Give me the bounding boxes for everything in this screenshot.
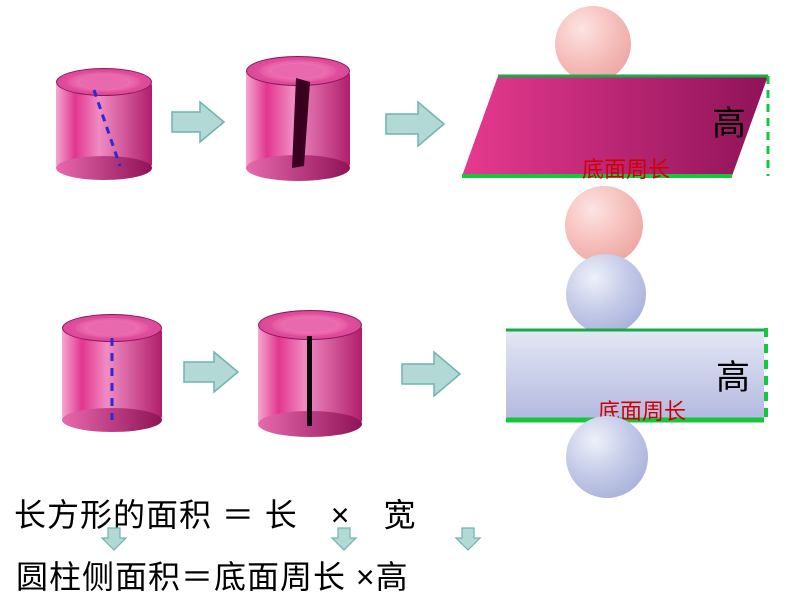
arrow-down-icon <box>454 526 482 552</box>
arrow-down-icon <box>100 526 128 552</box>
top-face-circle <box>555 6 631 82</box>
cut-line-dashed <box>62 314 162 432</box>
formula-cylinder-lateral-area: 圆柱侧面积＝底面周长 ×高 <box>16 552 409 598</box>
bottom-face-circle-blue <box>566 416 648 498</box>
cylinder-top-inner2 <box>284 318 336 332</box>
cylinder-closed-row1 <box>56 68 152 168</box>
arrow-down-icon <box>330 526 358 552</box>
circumference-label: 底面周长 <box>582 152 670 184</box>
arrow-right-icon <box>170 100 226 144</box>
height-label: 高 <box>716 350 750 399</box>
arrow-right-icon <box>400 350 462 398</box>
cylinder-cut-row2 <box>258 310 362 424</box>
cylinder-slit-row1 <box>246 56 350 168</box>
cut-line-dashed <box>56 68 152 180</box>
cylinder-closed-row2 <box>62 314 162 420</box>
arrow-right-icon <box>182 350 240 394</box>
cylinder-slit <box>246 56 350 180</box>
cut-line-solid <box>307 336 312 426</box>
arrow-right-icon <box>384 100 446 148</box>
top-face-circle-blue <box>566 254 646 334</box>
height-label: 高 <box>712 96 746 145</box>
bottom-face-circle <box>565 186 643 264</box>
